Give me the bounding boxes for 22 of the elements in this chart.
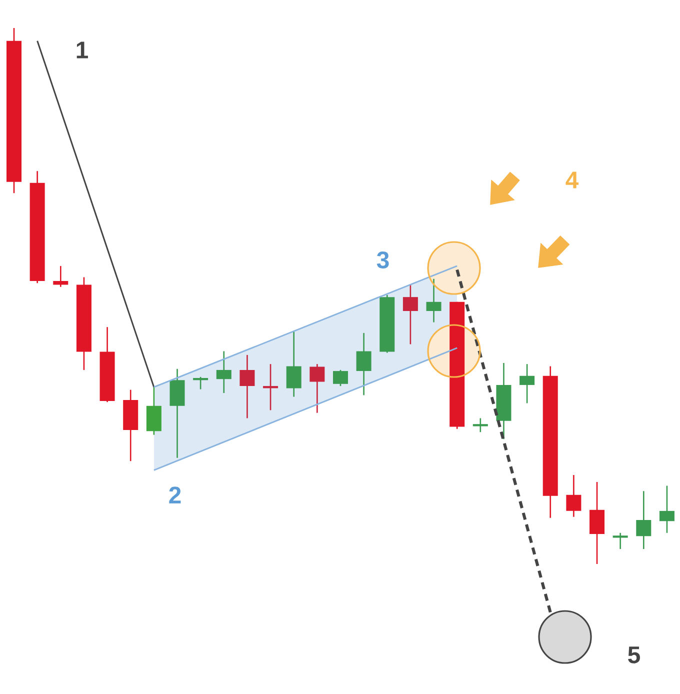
candlestick (193, 376, 208, 390)
text: 5 (628, 646, 640, 664)
candlestick (356, 332, 372, 396)
candlestick (402, 284, 418, 345)
candlestick (472, 418, 488, 433)
annotation: 1 (76, 42, 88, 58)
candlestick (216, 350, 232, 394)
candlestick (566, 474, 582, 518)
candlestick (612, 532, 628, 550)
candlestick (240, 354, 255, 419)
candlestick (310, 363, 325, 414)
candlestick (332, 369, 348, 387)
annotation: 3 (376, 252, 389, 268)
annotation: 2 (169, 486, 181, 504)
candlestick (263, 363, 278, 411)
candlestick (426, 278, 442, 323)
candlestick (53, 265, 68, 288)
annotation: 4 (566, 172, 579, 188)
candlestick (659, 485, 674, 534)
candlestick (636, 490, 652, 550)
candlestick (520, 363, 535, 404)
candlestick (286, 330, 302, 398)
